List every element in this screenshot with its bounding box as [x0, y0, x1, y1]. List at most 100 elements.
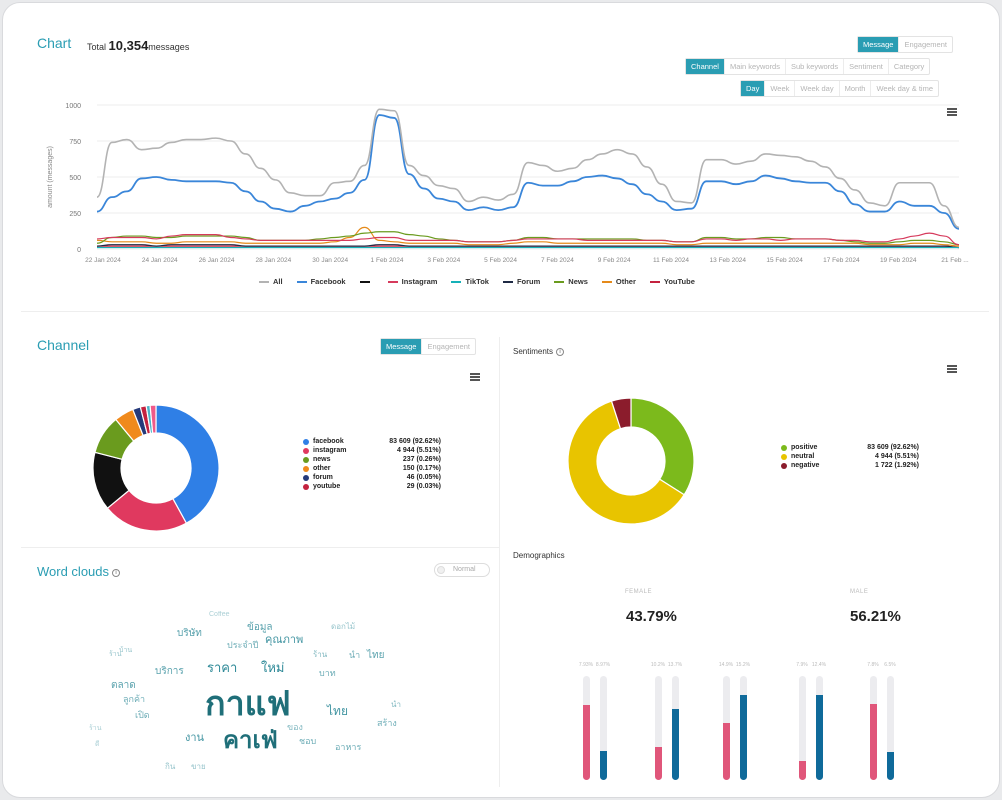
channel-toggle-engagement[interactable]: Engagement [421, 339, 475, 354]
demographic-bar[interactable] [723, 722, 730, 780]
tab-sentiment[interactable]: Sentiment [843, 59, 888, 74]
word-cloud-word[interactable]: บริษัท [177, 628, 202, 639]
tab-week-day[interactable]: Week day [794, 81, 838, 96]
tab-month[interactable]: Month [838, 81, 871, 96]
legend-item[interactable]: instagram 4 944 (5.51%) [303, 447, 441, 454]
slice-neutral[interactable] [567, 400, 686, 525]
word-cloud-word[interactable]: ใหม่ [261, 660, 285, 675]
word-cloud-word[interactable]: งาน [185, 732, 205, 744]
x-tick-label: 7 Feb 2024 [541, 257, 574, 264]
demographic-bar[interactable] [799, 761, 806, 780]
toggle-message[interactable]: Message [858, 37, 899, 52]
demographic-bar[interactable] [655, 746, 662, 780]
word-cloud-word[interactable]: ประจำปี [227, 640, 259, 650]
tab-sub-keywords[interactable]: Sub keywords [784, 59, 843, 74]
legend-item[interactable]: forum 46 (0.05%) [303, 474, 441, 481]
demographic-bar[interactable] [816, 694, 823, 780]
chart-menu-icon[interactable] [947, 108, 957, 116]
x-tick-label: 3 Feb 2024 [427, 257, 460, 264]
demographic-bar-label: 6.5% [884, 662, 896, 668]
demographic-bar[interactable] [870, 704, 877, 780]
word-cloud-word[interactable]: เปิด [135, 710, 150, 720]
word-cloud-word[interactable]: ขาย [191, 762, 206, 771]
legend-label[interactable]: TikTok [465, 277, 489, 286]
slice-facebook[interactable] [155, 404, 220, 525]
demographic-bar[interactable] [740, 694, 747, 780]
word-cloud-word[interactable]: Coffee [209, 611, 230, 618]
x-tick-label: 9 Feb 2024 [598, 257, 631, 264]
demographic-bar-label: 7.9% [796, 662, 808, 668]
legend-swatch [387, 280, 398, 283]
word-cloud-word[interactable]: ไทย [327, 704, 348, 718]
word-cloud-word[interactable]: ร้าน [109, 651, 122, 658]
slice-positive[interactable] [630, 397, 695, 496]
word-cloud-word[interactable]: กาแฟ [205, 685, 291, 723]
toggle-engagement[interactable]: Engagement [898, 37, 952, 52]
word-cloud-word[interactable]: ไทย [367, 650, 385, 661]
word-cloud-word[interactable]: คาเฟ่ [223, 727, 278, 754]
wordclouds-title: Word clouds i [37, 564, 121, 579]
legend-item[interactable]: positive 83 609 (92.62%) [781, 444, 919, 451]
series-line-facebook [96, 114, 960, 230]
legend-item[interactable]: youtube 29 (0.03%) [303, 483, 441, 490]
word-cloud-word[interactable]: กิน [165, 762, 176, 771]
word-cloud-word[interactable]: สร้าง [377, 718, 397, 728]
legend-label[interactable]: Facebook [310, 277, 346, 286]
legend-item[interactable]: neutral 4 944 (5.51%) [781, 453, 919, 460]
word-cloud-word[interactable]: คุณภาพ [265, 634, 304, 646]
word-cloud-word[interactable]: ดี [95, 741, 100, 748]
word-cloud-word[interactable]: ดอกไม้ [331, 622, 356, 631]
legend-dot [303, 456, 309, 463]
word-cloud-word[interactable]: ของ [287, 722, 303, 732]
legend-label[interactable]: All [273, 277, 283, 286]
slice-pink[interactable] [149, 404, 157, 434]
legend-label[interactable]: Forum [516, 277, 541, 286]
word-cloud-word[interactable]: นำ [391, 700, 401, 709]
tab-week-day-time[interactable]: Week day & time [870, 81, 938, 96]
tab-category[interactable]: Category [887, 59, 929, 74]
channel-toggle-message[interactable]: Message [381, 339, 422, 354]
demographic-bar[interactable] [672, 709, 679, 780]
word-cloud-word[interactable]: ร้าน [89, 725, 102, 732]
legend-name: youtube [313, 483, 341, 490]
info-icon[interactable]: i [556, 347, 565, 356]
word-cloud-word[interactable]: ข้อมูล [247, 622, 273, 633]
word-cloud-word[interactable]: ชอบ [299, 736, 317, 746]
legend-item[interactable]: other 150 (0.17%) [303, 465, 441, 472]
series-line-forum [96, 244, 960, 249]
tab-week[interactable]: Week [764, 81, 794, 96]
legend-label[interactable]: Instagram [401, 277, 438, 286]
legend-item[interactable]: facebook 83 609 (92.62%) [303, 438, 441, 445]
normal-toggle[interactable]: Normal [434, 563, 490, 577]
channel-menu-icon[interactable] [470, 373, 480, 381]
legend-value: 237 (0.26%) [402, 456, 441, 463]
tab-channel[interactable]: Channel [686, 59, 724, 74]
word-cloud-word[interactable]: ราคา [207, 660, 238, 675]
word-cloud-word[interactable]: บ้าน [119, 647, 133, 654]
sentiments-menu-icon[interactable] [947, 365, 957, 373]
legend-item[interactable]: negative 1 722 (1.92%) [781, 462, 919, 469]
word-cloud-word[interactable]: ร้าน [313, 650, 328, 659]
word-cloud-word[interactable]: อาหาร [335, 742, 362, 752]
legend-item[interactable]: news 237 (0.26%) [303, 456, 441, 463]
legend-dot [781, 462, 787, 469]
legend-label[interactable]: Other [615, 277, 636, 286]
series-line-instagram [96, 232, 960, 246]
slice-negative[interactable] [610, 397, 632, 430]
legend-label[interactable]: YouTube [663, 277, 695, 286]
legend-value: 29 (0.03%) [406, 483, 441, 490]
word-cloud-word[interactable]: ลูกค้า [123, 694, 146, 704]
male-label: MALE [850, 589, 869, 595]
demographic-bar[interactable] [600, 750, 607, 780]
demographic-bar[interactable] [887, 751, 894, 780]
word-cloud-word[interactable]: บริการ [155, 666, 184, 677]
tab-day[interactable]: Day [741, 81, 765, 96]
word-cloud-word[interactable]: ตลาด [111, 680, 136, 691]
demographic-bar[interactable] [583, 705, 590, 780]
word-cloud-word[interactable]: นำ [349, 650, 361, 660]
info-icon[interactable]: i [112, 568, 121, 577]
word-cloud-word[interactable]: บาท [319, 668, 336, 678]
legend-label[interactable]: News [568, 277, 588, 286]
tab-main-keywords[interactable]: Main keywords [723, 59, 785, 74]
series-line-all [96, 108, 960, 229]
